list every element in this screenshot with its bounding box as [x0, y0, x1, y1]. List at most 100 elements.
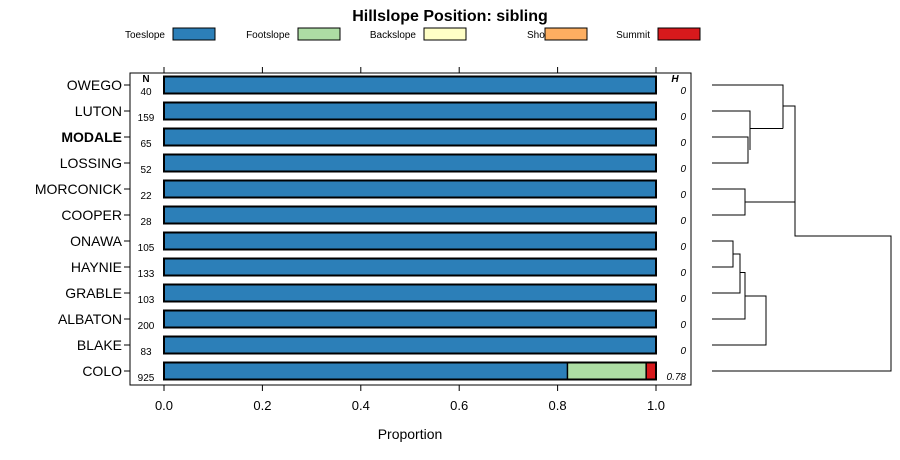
bar-segment — [164, 284, 656, 302]
x-tick-label: 0.8 — [549, 398, 567, 413]
n-label: 105 — [138, 243, 155, 254]
n-label: 83 — [140, 347, 152, 358]
category-label: COLO — [82, 363, 122, 379]
category-label: LOSSING — [60, 155, 122, 171]
chart-title: Hillslope Position: sibling — [352, 8, 548, 25]
dendrogram-branch — [712, 240, 734, 254]
bar-row: OWEGO 40 0 — [67, 75, 686, 98]
dendrogram-branch — [712, 84, 784, 129]
n-label: 65 — [140, 139, 152, 150]
bar-row: ONAWA 105 0 — [70, 231, 686, 254]
dendrogram-branch — [740, 272, 746, 296]
bar-row: MODALE 65 0 — [61, 127, 686, 150]
dendrogram-branch — [733, 253, 741, 273]
bar-segment — [164, 102, 656, 120]
bar-outline — [163, 205, 657, 225]
legend-label: Summit — [616, 30, 650, 41]
bar-segment — [164, 258, 656, 276]
bar-segment — [164, 336, 656, 354]
bar-outline — [163, 127, 657, 147]
h-label: 0 — [680, 138, 686, 149]
bar-outline — [163, 361, 657, 381]
bar-row: HAYNIE 133 0 — [71, 257, 686, 280]
h-label: 0 — [680, 242, 686, 253]
bar-outline — [163, 101, 657, 121]
bar-outline — [163, 179, 657, 199]
h-header: H — [671, 74, 679, 85]
x-tick-label: 1.0 — [647, 398, 665, 413]
legend: ToeslopeFootslopeBackslopeShoulderSummit — [125, 27, 701, 41]
n-label: 40 — [140, 87, 152, 98]
bar-outline — [163, 309, 657, 329]
plot-frame — [129, 72, 692, 386]
legend-swatch — [423, 27, 467, 41]
dendrogram-branch — [712, 188, 746, 202]
h-label: 0 — [680, 216, 686, 227]
dendrogram-branch — [712, 320, 767, 346]
dendrogram-branch — [712, 202, 746, 216]
legend-swatch — [657, 27, 701, 41]
bar-row: COOPER 28 0 — [61, 205, 686, 228]
category-label: BLAKE — [77, 337, 122, 353]
bar-segment — [164, 76, 656, 94]
bar-row: LOSSING 52 0 — [60, 153, 686, 176]
h-label: 0 — [680, 190, 686, 201]
n-label: 22 — [140, 191, 152, 202]
bar-row: MORCONICK 22 0 — [35, 179, 686, 202]
bar-segment — [164, 310, 656, 328]
h-label: 0 — [680, 112, 686, 123]
category-label: ONAWA — [70, 233, 123, 249]
x-axis-label: Proportion — [378, 426, 443, 442]
bar-outline — [163, 153, 657, 173]
h-label: 0 — [680, 320, 686, 331]
n-label: 28 — [140, 217, 152, 228]
h-label: 0 — [680, 86, 686, 97]
bar-segment — [164, 232, 656, 250]
bar-outline — [163, 283, 657, 303]
n-label: 103 — [138, 295, 155, 306]
bar-row: GRABLE 103 0 — [65, 283, 686, 306]
bar-segment — [164, 206, 656, 224]
x-tick-label: 0.2 — [253, 398, 271, 413]
n-label: 159 — [138, 113, 155, 124]
x-tick-label: 0.4 — [352, 398, 370, 413]
legend-label: Footslope — [246, 30, 290, 41]
bar-outline — [163, 335, 657, 355]
category-label: LUTON — [75, 103, 122, 119]
category-label: MODALE — [61, 129, 122, 145]
h-label: 0.78 — [667, 372, 687, 383]
x-tick-label: 0.0 — [155, 398, 173, 413]
category-label: MORCONICK — [35, 181, 123, 197]
legend-label: Toeslope — [125, 30, 165, 41]
n-label: 925 — [138, 373, 155, 384]
bar-outline — [163, 257, 657, 277]
bar-outline — [163, 75, 657, 95]
n-label: 200 — [138, 321, 155, 332]
category-label: COOPER — [61, 207, 122, 223]
n-label: 52 — [140, 165, 152, 176]
n-label: 133 — [138, 269, 155, 280]
dendrogram-branch — [712, 154, 892, 372]
h-label: 0 — [680, 294, 686, 305]
dendrogram-branch — [745, 105, 796, 203]
legend-swatch — [297, 27, 341, 41]
n-header: N — [142, 74, 149, 85]
dendrogram-branch — [712, 136, 749, 150]
bar-segment — [164, 154, 656, 172]
bar-row: COLO 925 0.78 — [82, 361, 687, 384]
bar-segment — [164, 180, 656, 198]
h-label: 0 — [680, 268, 686, 279]
bar-outline — [163, 231, 657, 251]
x-axis: 0.0 0.2 0.4 0.6 0.8 1.0 — [155, 67, 665, 413]
bar-segment — [164, 362, 568, 380]
category-label: ALBATON — [58, 311, 122, 327]
dendrogram-branch — [712, 272, 741, 294]
bar-segment — [567, 362, 647, 380]
legend-label: Backslope — [370, 30, 417, 41]
bar-segment — [164, 128, 656, 146]
x-tick-label: 0.6 — [450, 398, 468, 413]
category-label: HAYNIE — [71, 259, 122, 275]
dendrogram-branch — [712, 110, 783, 150]
